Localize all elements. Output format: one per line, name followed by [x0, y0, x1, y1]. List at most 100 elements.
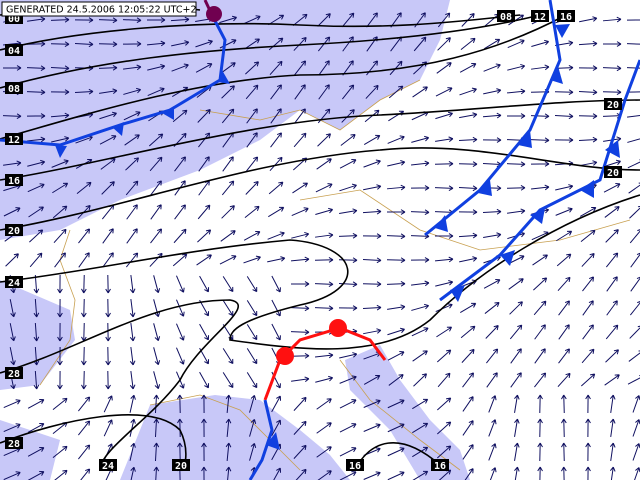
label-box: [5, 437, 23, 449]
wind-arrow: [201, 394, 207, 414]
wind-arrow: [225, 442, 232, 462]
wind-arrow: [222, 372, 234, 389]
wind-arrow: [316, 446, 332, 458]
wind-arrow: [316, 158, 332, 170]
wind-arrow: [103, 419, 113, 437]
wind-arrow: [578, 136, 598, 143]
wind-arrow: [580, 229, 596, 243]
isobar-label: 12: [531, 10, 549, 23]
wind-arrow: [221, 85, 235, 99]
wind-arrow: [270, 84, 282, 100]
wind-arrow: [27, 16, 46, 23]
wind-arrow: [412, 350, 428, 362]
wind-arrow: [561, 394, 567, 414]
wind-arrow: [514, 466, 520, 480]
wind-arrow: [150, 204, 162, 220]
wind-arrow: [198, 132, 211, 148]
wind-arrow: [459, 87, 477, 96]
wind-arrow: [507, 208, 526, 215]
wind-arrow: [198, 156, 210, 172]
isobar-label: 16: [346, 459, 364, 472]
wind-arrow: [243, 230, 261, 241]
wind-arrow: [435, 303, 453, 313]
label-box: [5, 174, 23, 186]
wind-arrow: [125, 180, 139, 196]
wind-arrow: [389, 60, 403, 76]
wind-arrow: [437, 12, 451, 28]
wind-arrow: [435, 136, 454, 143]
wind-arrow: [33, 322, 40, 342]
wind-arrow: [459, 256, 478, 263]
isobar-label: 16: [5, 174, 23, 187]
wind-arrow: [122, 41, 142, 47]
wind-arrow: [561, 418, 567, 438]
wind-arrow: [339, 159, 357, 169]
wind-arrow: [78, 444, 91, 460]
wind-arrow: [153, 323, 161, 342]
wind-arrow: [50, 16, 70, 23]
front-symbol: [518, 130, 532, 148]
isobar-label: 20: [5, 224, 23, 237]
wind-arrow: [225, 394, 232, 414]
isobar-label: 20: [604, 98, 622, 111]
wind-arrow: [78, 252, 90, 268]
wind-arrow: [410, 257, 430, 263]
wind-arrow: [363, 328, 382, 335]
label-text: 16: [434, 461, 446, 472]
wind-arrow: [243, 15, 261, 25]
wind-arrow: [387, 423, 405, 433]
label-box: [5, 82, 23, 94]
wind-arrow: [27, 183, 45, 193]
isobar-label: 16: [431, 459, 449, 472]
wind-arrow: [195, 39, 213, 48]
wind-arrow: [531, 184, 550, 191]
wind-arrow: [483, 63, 501, 72]
wind-arrow: [462, 420, 474, 436]
wind-arrow: [246, 372, 258, 389]
wind-arrow: [434, 161, 454, 167]
wind-arrow: [362, 257, 382, 264]
wind-arrow: [558, 348, 570, 364]
wind-arrow: [201, 466, 207, 480]
wind-arrow: [318, 60, 330, 76]
wind-arrow: [436, 62, 452, 74]
wind-arrow: [530, 113, 550, 120]
wind-arrow: [581, 348, 595, 364]
wind-arrow: [201, 418, 207, 438]
label-text: 16: [349, 461, 361, 472]
isobar: [0, 194, 640, 350]
wind-arrow: [514, 394, 520, 413]
wind-arrow: [220, 230, 236, 242]
wind-arrow: [153, 299, 161, 318]
label-text: 16: [560, 12, 572, 23]
wind-arrow: [3, 471, 21, 480]
wind-arrow: [412, 86, 428, 98]
wind-arrow: [317, 108, 331, 124]
wind-arrow: [579, 206, 597, 217]
wind-arrow: [317, 133, 331, 147]
wind-arrow: [604, 206, 620, 218]
wind-arrow: [603, 183, 621, 193]
wind-arrow: [76, 181, 92, 195]
isobar-label: 08: [497, 10, 515, 23]
wind-arrow: [225, 466, 232, 480]
wind-arrow: [3, 423, 21, 433]
wind-arrow: [580, 373, 596, 387]
wind-arrow: [294, 60, 307, 76]
wind-arrow: [33, 370, 40, 390]
wind-arrow: [482, 137, 502, 143]
wind-arrow: [609, 442, 616, 461]
wind-arrow: [146, 17, 166, 23]
wind-arrow: [153, 371, 161, 390]
wind-arrow: [412, 470, 429, 480]
front-symbol: [162, 106, 174, 120]
wind-arrow: [582, 324, 594, 340]
wind-arrow: [388, 374, 404, 386]
wind-arrow: [506, 88, 526, 95]
wind-arrow: [489, 467, 497, 480]
wind-arrow: [626, 43, 640, 45]
wind-arrow: [557, 372, 571, 387]
wind-arrow: [458, 161, 478, 167]
wind-arrow: [225, 418, 232, 438]
label-box: [5, 44, 23, 56]
